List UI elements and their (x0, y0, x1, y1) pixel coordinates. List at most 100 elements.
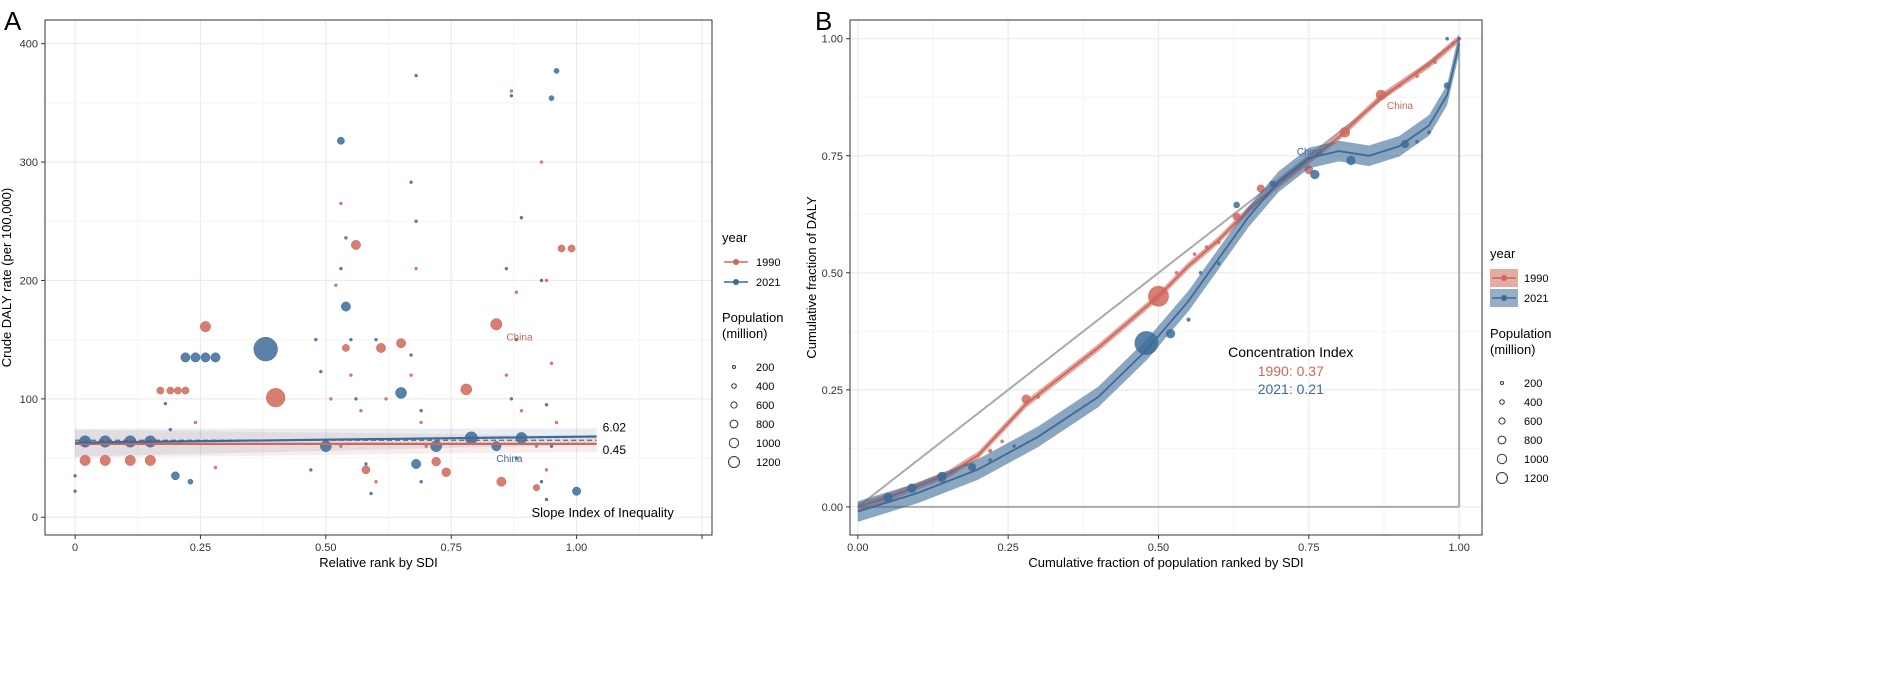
data-point-2021 (504, 266, 509, 271)
data-point-1990 (509, 89, 514, 93)
legend-size-label: 200 (756, 362, 774, 374)
slope-label-2021: 6.02 (603, 420, 627, 434)
data-point-2021 (430, 440, 442, 452)
data-point-1990 (567, 244, 576, 253)
data-point-1990 (1021, 394, 1031, 404)
data-point-1990 (496, 476, 507, 487)
data-point-1990 (431, 456, 441, 467)
data-point-2021 (168, 427, 173, 432)
y-tick-label: 400 (20, 39, 38, 51)
data-point-2021 (1415, 139, 1419, 144)
data-point-1990 (1204, 245, 1209, 249)
data-point-1990 (144, 454, 156, 466)
legend-label-1990: 1990 (756, 257, 780, 269)
x-tick-label: 0.75 (1298, 542, 1319, 554)
data-point-2021 (187, 478, 194, 485)
legend-title: year (1490, 246, 1516, 261)
data-point-1990 (1148, 285, 1169, 307)
data-point-2021 (1445, 36, 1449, 41)
data-point-1990 (124, 454, 136, 466)
data-point-1990 (1036, 395, 1041, 399)
data-point-2021 (544, 497, 549, 502)
data-point-2021 (319, 369, 323, 374)
panel-label-b: B (815, 6, 832, 36)
data-point-2021 (395, 387, 407, 399)
legend-size-circle (728, 437, 740, 449)
legend-size-circle (730, 401, 738, 409)
data-point-1990 (1451, 41, 1455, 46)
y-tick-label: 0 (32, 512, 38, 524)
data-point-2021 (419, 408, 423, 413)
data-point-1990 (374, 479, 378, 484)
data-point-2021 (309, 468, 313, 472)
data-point-1990 (1216, 240, 1221, 245)
legend-size-circle (732, 365, 736, 369)
ci-value-2021: 2021: 0.21 (1258, 381, 1324, 397)
china-label-1990: China (1387, 101, 1414, 112)
china-label-1990: China (506, 332, 533, 343)
x-axis-label: Cumulative fraction of population ranked… (1028, 555, 1303, 570)
data-point-2021 (339, 266, 343, 271)
legend-size-title: Population (722, 310, 783, 325)
data-point-2021 (354, 397, 358, 401)
y-tick-label: 300 (20, 157, 38, 169)
data-point-1990 (1192, 252, 1197, 256)
data-point-2021 (544, 403, 549, 407)
data-point-2021 (1400, 140, 1410, 149)
data-point-2021 (539, 278, 544, 283)
legend-key-point (733, 279, 739, 285)
data-point-1990 (554, 420, 559, 425)
legend-size-label: 1000 (756, 438, 780, 450)
data-point-2021 (1165, 329, 1176, 339)
legend-size-label: 1200 (1524, 473, 1548, 485)
legend-size-label: 200 (1524, 378, 1542, 390)
data-point-1990 (514, 290, 519, 295)
data-point-2021 (1443, 82, 1451, 89)
data-point-1990 (1433, 60, 1437, 64)
data-point-2021 (1269, 180, 1277, 188)
data-point-1990 (534, 444, 539, 448)
legend-size-title: (million) (1490, 342, 1536, 357)
data-point-1990 (544, 278, 549, 283)
data-point-2021 (200, 352, 211, 363)
ci-value-1990: 1990: 0.37 (1258, 363, 1324, 379)
data-point-1990 (361, 465, 371, 475)
legend-size-circle (1496, 453, 1508, 465)
data-point-1990 (79, 454, 91, 466)
data-point-1990 (334, 283, 338, 287)
data-point-2021 (1310, 169, 1320, 180)
data-point-1990 (1000, 439, 1004, 444)
curve-band-1990 (857, 34, 1460, 511)
legend-size-circle (1497, 435, 1507, 445)
data-point-2021 (409, 353, 413, 357)
data-point-1990 (460, 383, 473, 396)
sii-annotation: Slope Index of Inequality (531, 505, 674, 520)
legend-size-circle (728, 456, 740, 468)
legend-size-circle (731, 383, 737, 389)
data-point-2021 (411, 459, 422, 469)
y-axis-label: Cumulative fraction of DALY (804, 196, 819, 359)
x-tick-label: 0.50 (315, 542, 336, 554)
data-point-1990 (1415, 74, 1419, 78)
data-point-1990 (557, 244, 566, 253)
data-point-2021 (364, 462, 368, 466)
plot-border (44, 19, 713, 536)
legend-label-2021: 2021 (1524, 293, 1548, 305)
data-point-1990 (156, 386, 165, 395)
data-point-2021 (1134, 331, 1159, 355)
legend-label-1990: 1990 (1524, 273, 1548, 285)
data-point-2021 (163, 401, 168, 406)
x-tick-label: 0.25 (190, 542, 211, 554)
data-point-1990 (266, 388, 286, 408)
data-point-1990 (519, 408, 524, 413)
data-point-2021 (349, 337, 353, 342)
data-point-1990 (1375, 89, 1387, 101)
y-tick-label: 1.00 (822, 34, 843, 46)
data-point-2021 (519, 215, 524, 220)
data-point-2021 (253, 336, 278, 362)
legend-size-circle (1496, 472, 1508, 484)
y-tick-label: 0.75 (822, 151, 843, 163)
data-point-1990 (200, 321, 211, 333)
x-tick-label: 0.50 (1148, 542, 1169, 554)
legend-size-circle (729, 419, 739, 429)
